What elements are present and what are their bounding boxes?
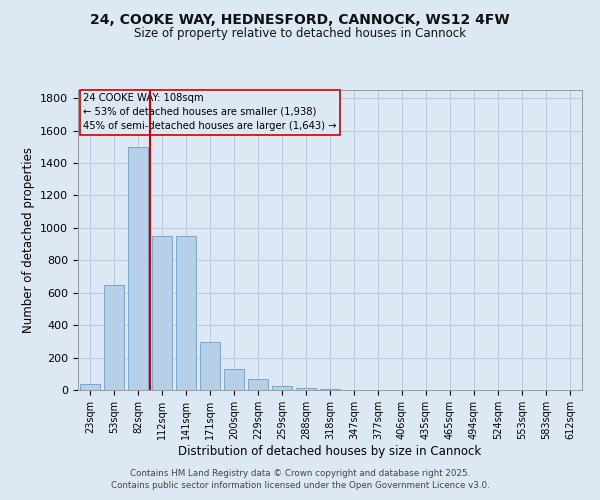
Text: 24, COOKE WAY, HEDNESFORD, CANNOCK, WS12 4FW: 24, COOKE WAY, HEDNESFORD, CANNOCK, WS12…	[90, 12, 510, 26]
Bar	[152, 236, 172, 390]
Bar	[248, 380, 268, 390]
Text: Contains public sector information licensed under the Open Government Licence v3: Contains public sector information licen…	[110, 481, 490, 490]
Bar	[128, 147, 148, 390]
X-axis label: Distribution of detached houses by size in Cannock: Distribution of detached houses by size …	[178, 444, 482, 458]
Bar	[104, 284, 124, 390]
Bar	[320, 389, 340, 390]
Bar	[176, 236, 196, 390]
Text: Contains HM Land Registry data © Crown copyright and database right 2025.: Contains HM Land Registry data © Crown c…	[130, 468, 470, 477]
Text: 24 COOKE WAY: 108sqm
← 53% of detached houses are smaller (1,938)
45% of semi-de: 24 COOKE WAY: 108sqm ← 53% of detached h…	[83, 93, 337, 131]
Bar	[200, 342, 220, 390]
Bar	[272, 386, 292, 390]
Bar	[224, 369, 244, 390]
Bar	[296, 388, 316, 390]
Y-axis label: Number of detached properties: Number of detached properties	[22, 147, 35, 333]
Bar	[80, 384, 100, 390]
Text: Size of property relative to detached houses in Cannock: Size of property relative to detached ho…	[134, 28, 466, 40]
